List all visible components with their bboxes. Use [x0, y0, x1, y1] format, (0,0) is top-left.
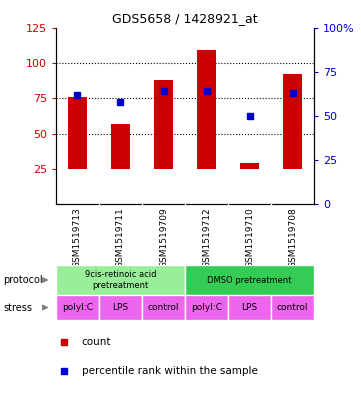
Text: control: control [148, 303, 179, 312]
Bar [283, 74, 302, 169]
Bar [142, 295, 185, 320]
Text: control: control [277, 303, 308, 312]
Bar [185, 295, 228, 320]
Bar [111, 124, 130, 169]
Text: count: count [82, 337, 111, 347]
Text: LPS: LPS [242, 303, 258, 312]
Bar [99, 295, 142, 320]
Text: 9cis-retinoic acid
pretreatment: 9cis-retinoic acid pretreatment [85, 270, 156, 290]
Text: GSM1519710: GSM1519710 [245, 208, 254, 268]
Title: GDS5658 / 1428921_at: GDS5658 / 1428921_at [112, 12, 258, 25]
Bar [228, 295, 271, 320]
Text: protocol: protocol [4, 275, 43, 285]
Bar [56, 295, 99, 320]
Text: GSM1519708: GSM1519708 [288, 208, 297, 268]
Bar [185, 265, 314, 295]
Text: stress: stress [4, 303, 32, 312]
Text: percentile rank within the sample: percentile rank within the sample [82, 366, 258, 376]
Text: DMSO pretreatment: DMSO pretreatment [207, 275, 292, 285]
Bar [240, 163, 259, 169]
Bar [154, 80, 173, 169]
Text: GSM1519709: GSM1519709 [159, 208, 168, 268]
Bar [68, 97, 87, 169]
Bar [271, 295, 314, 320]
Text: GSM1519712: GSM1519712 [202, 208, 211, 268]
Text: polyI:C: polyI:C [62, 303, 93, 312]
Bar [56, 265, 185, 295]
Text: LPS: LPS [112, 303, 129, 312]
Bar [197, 50, 216, 169]
Text: GSM1519711: GSM1519711 [116, 208, 125, 268]
Text: polyI:C: polyI:C [191, 303, 222, 312]
Text: GSM1519713: GSM1519713 [73, 208, 82, 268]
